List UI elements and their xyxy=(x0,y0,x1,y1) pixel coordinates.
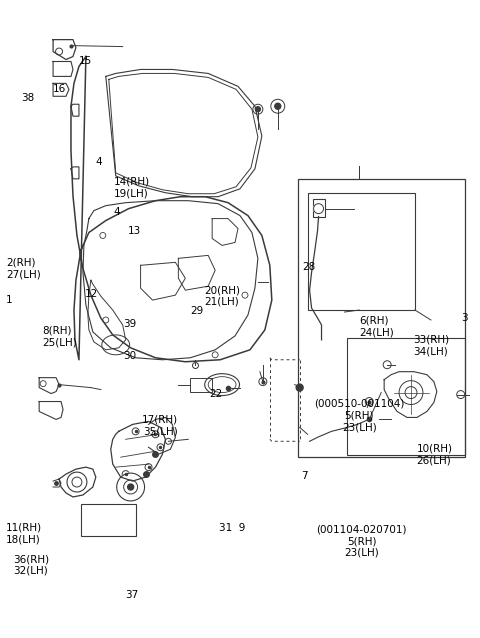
Text: 29: 29 xyxy=(190,306,203,316)
Text: 17(RH)
35(LH): 17(RH) 35(LH) xyxy=(142,415,178,436)
Bar xyxy=(190,378,212,392)
Text: 1: 1 xyxy=(6,295,13,305)
Bar xyxy=(308,193,415,310)
Circle shape xyxy=(399,381,423,404)
Circle shape xyxy=(128,484,133,490)
Circle shape xyxy=(275,103,281,109)
Text: 37: 37 xyxy=(125,590,139,600)
Text: (001104-020701)
5(RH)
23(LH): (001104-020701) 5(RH) 23(LH) xyxy=(316,524,407,558)
Text: 15: 15 xyxy=(79,57,92,66)
Text: 6(RH)
24(LH): 6(RH) 24(LH) xyxy=(360,316,394,338)
Text: 13: 13 xyxy=(128,226,141,237)
Bar xyxy=(348,338,465,455)
Circle shape xyxy=(117,473,144,501)
Text: 33(RH)
34(LH): 33(RH) 34(LH) xyxy=(413,335,449,357)
Bar xyxy=(81,504,136,536)
Text: (000510-001104)
5(RH)
23(LH): (000510-001104) 5(RH) 23(LH) xyxy=(314,399,405,432)
Text: 36(RH)
32(LH): 36(RH) 32(LH) xyxy=(13,554,49,576)
Text: 12: 12 xyxy=(85,288,98,299)
Text: 10(RH)
26(LH): 10(RH) 26(LH) xyxy=(417,444,453,466)
Text: 30: 30 xyxy=(123,351,136,361)
Text: 11(RH)
18(LH): 11(RH) 18(LH) xyxy=(6,523,42,544)
Circle shape xyxy=(296,384,303,391)
Text: 39: 39 xyxy=(123,319,136,329)
Circle shape xyxy=(313,204,324,214)
Bar xyxy=(298,179,465,457)
Text: 20(RH)
21(LH): 20(RH) 21(LH) xyxy=(204,285,240,307)
Text: 38: 38 xyxy=(22,93,35,103)
Text: 8(RH)
25(LH): 8(RH) 25(LH) xyxy=(42,326,77,348)
Bar xyxy=(312,198,324,216)
Text: 14(RH)
19(LH): 14(RH) 19(LH) xyxy=(114,177,150,198)
Text: 16: 16 xyxy=(53,84,66,94)
Text: 4: 4 xyxy=(114,207,120,218)
Text: 3: 3 xyxy=(461,313,468,323)
Text: 28: 28 xyxy=(302,262,315,272)
Text: 4: 4 xyxy=(96,157,103,167)
Text: 2(RH)
27(LH): 2(RH) 27(LH) xyxy=(6,258,41,279)
Text: 31  9: 31 9 xyxy=(218,523,245,533)
Text: 22: 22 xyxy=(209,389,222,399)
Circle shape xyxy=(271,100,285,113)
Text: 7: 7 xyxy=(301,471,308,481)
Circle shape xyxy=(253,104,263,114)
Circle shape xyxy=(255,107,260,112)
Circle shape xyxy=(67,472,87,492)
